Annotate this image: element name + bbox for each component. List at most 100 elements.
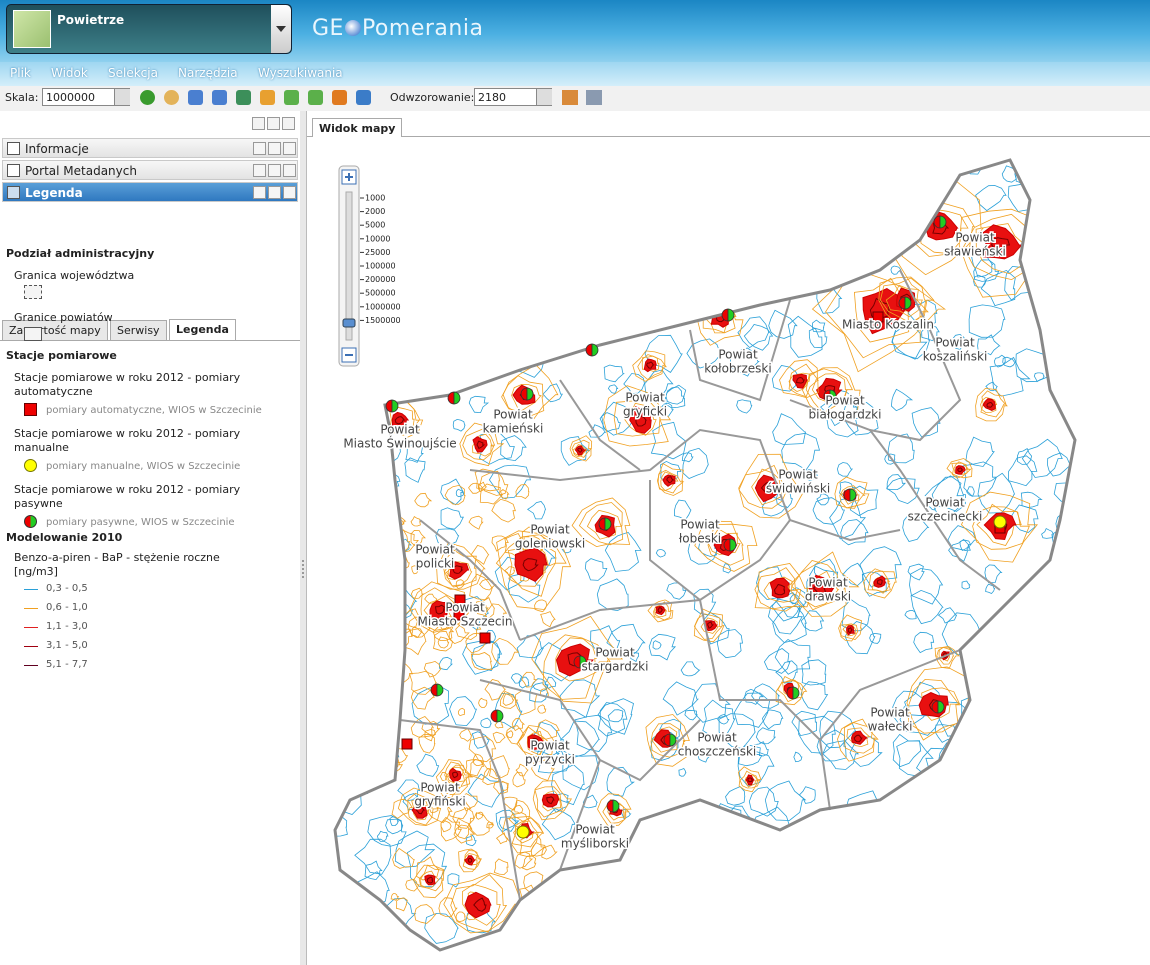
panel-button[interactable] bbox=[253, 164, 266, 177]
dropdown-arrow[interactable] bbox=[271, 5, 291, 53]
tool-button[interactable] bbox=[164, 90, 179, 105]
select-arrow[interactable] bbox=[536, 89, 552, 105]
toolbar: Skala: 1000000 Odwzorowanie: 2180 bbox=[0, 86, 1150, 112]
contour bbox=[412, 232, 431, 249]
contour bbox=[982, 398, 996, 412]
contour bbox=[951, 462, 972, 479]
panel-button[interactable] bbox=[253, 142, 266, 155]
contour bbox=[697, 199, 709, 209]
contour bbox=[464, 891, 492, 919]
contour bbox=[410, 516, 422, 527]
contour bbox=[455, 911, 466, 923]
panel-header[interactable]: Informacje bbox=[2, 138, 298, 158]
contour bbox=[424, 728, 437, 742]
tool-button[interactable] bbox=[212, 90, 227, 105]
contour bbox=[594, 246, 607, 259]
station-automatic bbox=[872, 311, 884, 323]
county-border bbox=[869, 429, 1001, 591]
tab[interactable]: Legenda bbox=[169, 319, 236, 341]
contour bbox=[987, 842, 1002, 854]
county-label: Powiat bbox=[625, 391, 665, 405]
menu-item[interactable]: Wyszukiwania bbox=[258, 66, 343, 80]
tool-button[interactable] bbox=[356, 90, 371, 105]
panel-control[interactable] bbox=[267, 117, 280, 130]
scale-select[interactable]: 1000000 bbox=[42, 88, 130, 106]
contour bbox=[781, 432, 821, 471]
contour bbox=[707, 520, 744, 566]
contour bbox=[511, 384, 542, 413]
panel-header[interactable]: Legenda bbox=[2, 182, 298, 202]
menu-item[interactable]: Plik bbox=[10, 66, 31, 80]
contour bbox=[526, 730, 547, 756]
zoom-in-icon bbox=[345, 173, 353, 181]
county-border bbox=[559, 759, 601, 871]
contour bbox=[596, 578, 629, 612]
panel-button[interactable] bbox=[268, 186, 281, 199]
county-border bbox=[819, 739, 831, 811]
scale-label: 100000 bbox=[365, 262, 396, 271]
panel-button[interactable] bbox=[283, 142, 296, 155]
tool-button[interactable] bbox=[140, 90, 155, 105]
contour bbox=[915, 929, 928, 941]
tool-button[interactable] bbox=[562, 90, 578, 105]
panel-button[interactable] bbox=[268, 164, 281, 177]
contour bbox=[454, 272, 486, 305]
contour bbox=[717, 900, 735, 919]
layer-dropdown[interactable]: Powietrze bbox=[6, 4, 292, 54]
tool-button[interactable] bbox=[332, 90, 347, 105]
contour bbox=[1046, 829, 1075, 862]
contour bbox=[890, 388, 914, 412]
menu-item[interactable]: Selekcja bbox=[108, 66, 158, 80]
tool-button[interactable] bbox=[260, 90, 275, 105]
tool-button[interactable] bbox=[188, 90, 203, 105]
projection-select[interactable]: 2180 bbox=[474, 88, 552, 106]
legend-section-title: Stacje pomiarowe bbox=[6, 349, 117, 362]
county-label: Powiat bbox=[935, 336, 975, 350]
contour bbox=[650, 421, 687, 460]
contour bbox=[750, 280, 764, 296]
contour bbox=[408, 670, 437, 695]
contour bbox=[365, 561, 395, 592]
tool-button[interactable] bbox=[284, 90, 299, 105]
contour bbox=[730, 347, 760, 377]
tool-button[interactable] bbox=[236, 90, 251, 105]
contour bbox=[768, 309, 798, 339]
splitter[interactable] bbox=[300, 111, 307, 965]
contour bbox=[389, 816, 400, 826]
panel-control[interactable] bbox=[282, 117, 295, 130]
contour bbox=[503, 280, 529, 299]
tool-button[interactable] bbox=[308, 90, 323, 105]
contour bbox=[559, 679, 601, 718]
contour bbox=[484, 603, 508, 626]
select-arrow[interactable] bbox=[114, 89, 130, 105]
panel-button[interactable] bbox=[253, 186, 266, 199]
contour bbox=[468, 395, 490, 414]
layer-thumbnail bbox=[13, 10, 51, 48]
contour bbox=[480, 717, 492, 729]
menu-item[interactable]: Narzędzia bbox=[178, 66, 238, 80]
contour bbox=[980, 396, 998, 413]
tab[interactable]: Serwisy bbox=[110, 320, 167, 341]
contour bbox=[937, 835, 957, 855]
contour bbox=[397, 787, 442, 827]
county-label: Miasto Koszalin bbox=[842, 318, 934, 332]
contour bbox=[410, 716, 434, 738]
contour bbox=[646, 361, 655, 369]
county-label: szczecinecki bbox=[908, 510, 983, 524]
panel-button[interactable] bbox=[283, 164, 296, 177]
map-tab[interactable]: Widok mapy bbox=[312, 118, 403, 137]
tool-button[interactable] bbox=[586, 90, 602, 105]
contour bbox=[755, 900, 776, 921]
legend-symbol bbox=[24, 459, 37, 472]
panel-control[interactable] bbox=[252, 117, 265, 130]
contour bbox=[471, 268, 489, 285]
panel-button[interactable] bbox=[283, 186, 296, 199]
panel-header[interactable]: Portal Metadanych bbox=[2, 160, 298, 180]
contour bbox=[973, 259, 1000, 282]
menu-item[interactable]: Widok bbox=[51, 66, 88, 80]
contour bbox=[439, 656, 453, 671]
panel-button[interactable] bbox=[268, 142, 281, 155]
contour bbox=[335, 539, 345, 557]
